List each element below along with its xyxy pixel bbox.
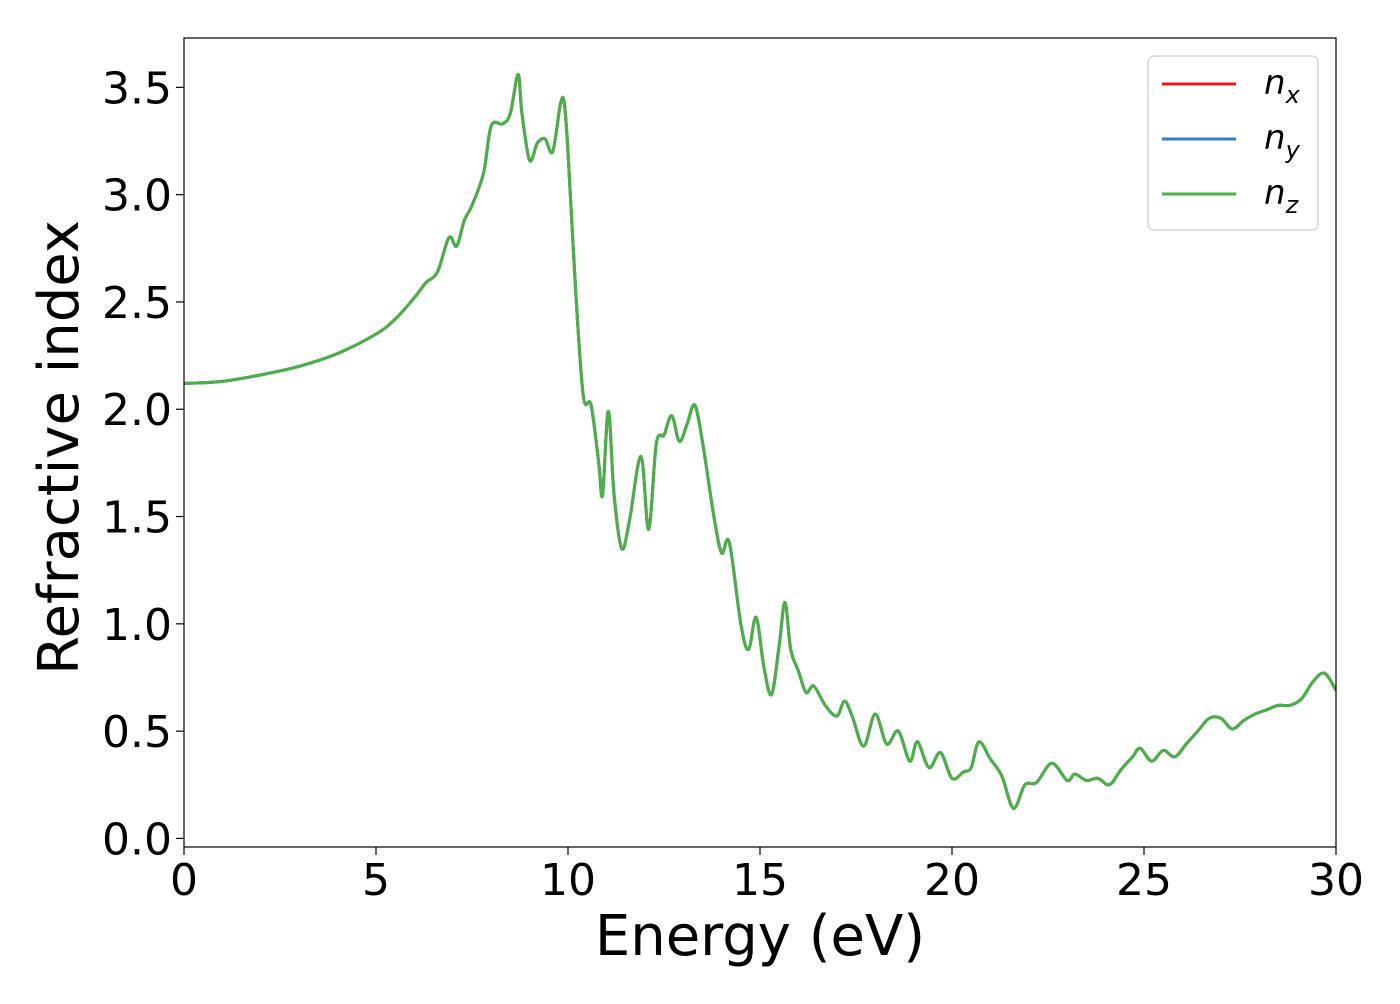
legend-label: nz (1264, 173, 1300, 219)
y-tick-label: 0.0 (102, 814, 172, 865)
x-tick-label: 15 (732, 855, 788, 906)
legend-item-z: nz (1162, 173, 1300, 219)
plot-area (183, 37, 1337, 848)
legend: nx ny nz (1147, 55, 1319, 231)
x-tick-label: 30 (1308, 855, 1364, 906)
legend-box (1147, 55, 1319, 231)
x-axis-ticks: 0 5 10 15 20 25 30 (170, 847, 1364, 906)
y-tick-label: 3.5 (102, 63, 172, 114)
y-tick-label: 2.5 (102, 278, 172, 329)
x-tick-label: 10 (540, 855, 596, 906)
y-tick-label: 3.0 (102, 171, 172, 222)
x-tick-label: 5 (362, 855, 390, 906)
y-tick-label: 1.5 (102, 493, 172, 544)
series-line-z (184, 72, 1336, 810)
legend-label: nx (1264, 63, 1301, 109)
legend-item-x: nx (1162, 63, 1301, 109)
x-tick-label: 20 (924, 855, 980, 906)
series-layer (184, 72, 1336, 810)
legend-label: ny (1264, 118, 1301, 164)
x-tick-label: 0 (170, 855, 198, 906)
y-tick-label: 1.0 (102, 600, 172, 651)
plot-background (184, 38, 1336, 847)
x-axis-title: Energy (eV) (595, 904, 925, 969)
y-axis-title: Refractive index (27, 220, 92, 675)
x-tick-label: 25 (1116, 855, 1172, 906)
y-tick-label: 0.5 (102, 707, 172, 758)
y-tick-label: 2.0 (102, 385, 172, 436)
legend-item-y: ny (1162, 118, 1301, 164)
y-axis-ticks: 0.0 0.5 1.0 1.5 2.0 2.5 3.0 3.5 (102, 63, 184, 865)
